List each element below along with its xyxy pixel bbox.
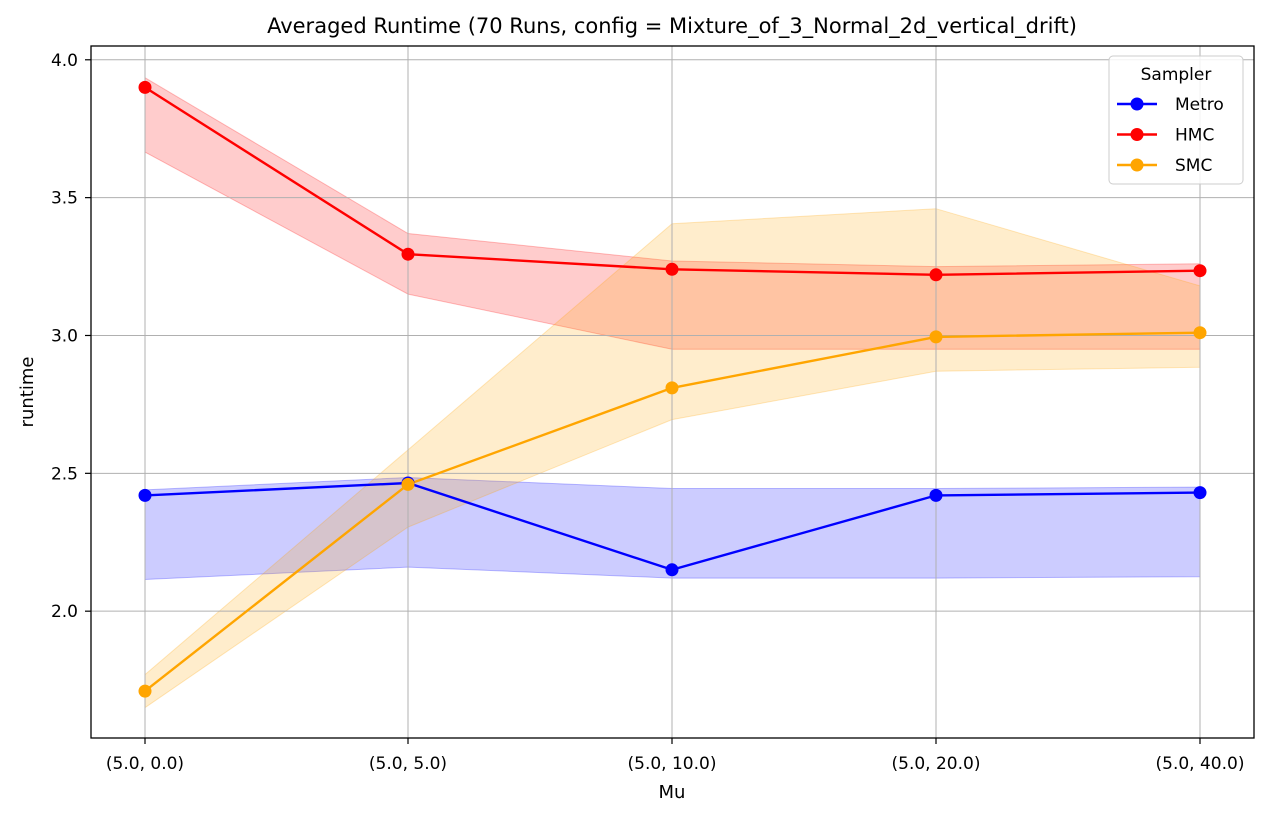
point-hmc <box>929 268 943 282</box>
x-tick-label: (5.0, 40.0) <box>1156 754 1245 774</box>
point-metro <box>138 488 152 502</box>
y-tick-label: 3.5 <box>51 189 78 209</box>
y-tick-label: 2.5 <box>51 464 78 484</box>
legend-label-hmc: HMC <box>1175 126 1214 146</box>
point-metro <box>665 563 679 577</box>
point-smc <box>401 477 415 491</box>
point-hmc <box>1193 264 1207 278</box>
x-axis-label: Mu <box>659 782 686 803</box>
legend-marker-hmc <box>1130 128 1144 141</box>
y-tick-label: 4.0 <box>51 51 78 71</box>
point-hmc <box>401 247 415 261</box>
point-smc <box>665 381 679 395</box>
y-tick-label: 2.0 <box>51 602 78 622</box>
x-tick-label: (5.0, 0.0) <box>106 754 184 774</box>
y-axis-label: runtime <box>17 357 38 428</box>
legend-title: Sampler <box>1141 65 1212 85</box>
point-metro <box>929 488 943 502</box>
point-smc <box>929 330 943 344</box>
legend-marker-metro <box>1130 97 1144 111</box>
x-tick-label: (5.0, 10.0) <box>628 754 717 774</box>
legend-marker-smc <box>1130 158 1144 172</box>
point-metro <box>1193 486 1207 500</box>
chart-title: Averaged Runtime (70 Runs, config = Mixt… <box>267 14 1077 39</box>
x-tick-label: (5.0, 20.0) <box>892 754 981 774</box>
point-smc <box>138 684 152 698</box>
y-axis-ticks: 2.0 2.5 3.0 3.5 4.0 <box>51 51 91 622</box>
legend-label-metro: Metro <box>1175 95 1224 115</box>
series-points <box>138 80 1207 698</box>
point-hmc <box>138 80 152 94</box>
legend: Sampler Metro HMC SMC <box>1108 55 1244 185</box>
x-axis-ticks: (5.0, 0.0) (5.0, 5.0) (5.0, 10.0) (5.0, 20.… <box>106 738 1245 774</box>
x-tick-label: (5.0, 5.0) <box>369 754 447 774</box>
legend-box <box>1108 55 1244 185</box>
point-hmc <box>665 262 679 276</box>
y-tick-label: 3.0 <box>51 326 78 346</box>
point-smc <box>1193 326 1207 340</box>
legend-label-smc: SMC <box>1175 156 1212 176</box>
